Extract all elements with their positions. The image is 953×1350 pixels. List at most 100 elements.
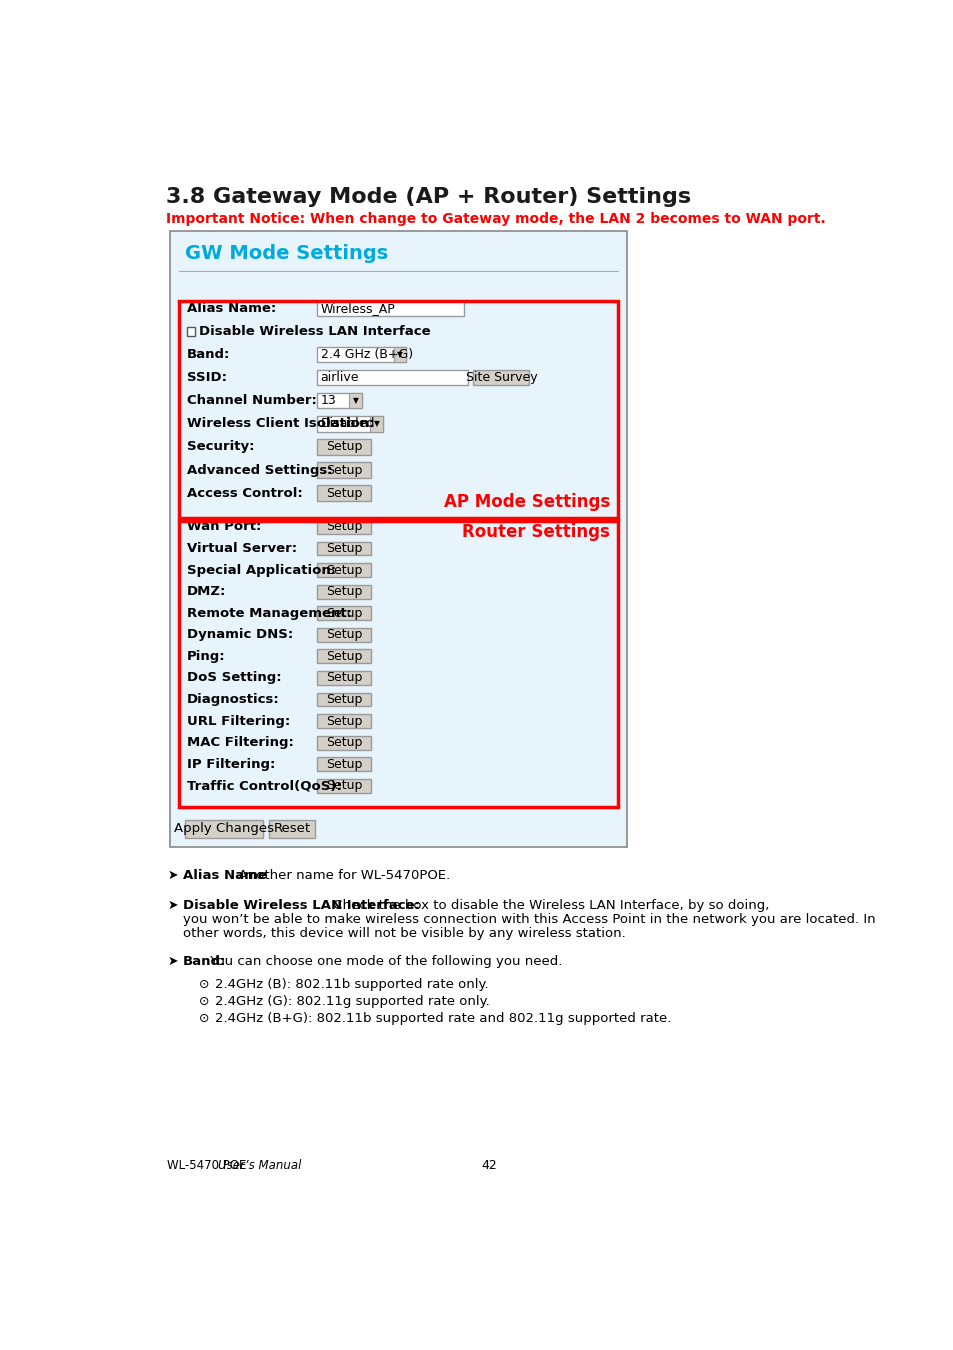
Text: Setup: Setup — [326, 463, 362, 477]
Text: Alias Name:: Alias Name: — [187, 302, 275, 315]
Text: Wan Port:: Wan Port: — [187, 521, 261, 533]
Bar — [316, 416, 382, 432]
FancyBboxPatch shape — [316, 693, 371, 706]
Text: 42: 42 — [480, 1160, 497, 1172]
FancyBboxPatch shape — [316, 520, 371, 533]
Text: : Another name for WL-5470POE.: : Another name for WL-5470POE. — [230, 869, 450, 882]
Text: 2.4GHz (G): 802.11g supported rate only.: 2.4GHz (G): 802.11g supported rate only. — [214, 995, 489, 1008]
Text: Disable Wireless LAN Interface:: Disable Wireless LAN Interface: — [183, 899, 419, 911]
Text: ▼: ▼ — [374, 420, 379, 428]
Text: User’s Manual: User’s Manual — [218, 1160, 301, 1172]
FancyBboxPatch shape — [316, 606, 371, 620]
Bar — [179, 301, 617, 518]
Text: WL-5470 POE: WL-5470 POE — [167, 1160, 250, 1172]
Text: Band:: Band: — [183, 954, 226, 968]
Text: Setup: Setup — [326, 628, 362, 641]
Text: SSID:: SSID: — [187, 371, 227, 385]
Text: ▼: ▼ — [353, 396, 358, 405]
Text: Reset: Reset — [274, 822, 311, 836]
Text: Setup: Setup — [326, 606, 362, 620]
Text: ⊙: ⊙ — [199, 1012, 210, 1025]
Text: Access Control:: Access Control: — [187, 486, 302, 500]
Text: Setup: Setup — [326, 671, 362, 684]
Text: IP Filtering:: IP Filtering: — [187, 757, 274, 771]
Text: Special Application:: Special Application: — [187, 563, 335, 576]
Text: Alias Name: Alias Name — [183, 869, 267, 882]
Text: Site Survey: Site Survey — [465, 371, 537, 385]
Text: other words, this device will not be visible by any wireless station.: other words, this device will not be vis… — [183, 926, 625, 940]
Text: 3.8 Gateway Mode (AP + Router) Settings: 3.8 Gateway Mode (AP + Router) Settings — [166, 186, 690, 207]
FancyBboxPatch shape — [316, 671, 371, 684]
Text: Disabled: Disabled — [320, 417, 375, 431]
Text: AP Mode Settings: AP Mode Settings — [443, 493, 609, 512]
Text: DMZ:: DMZ: — [187, 585, 226, 598]
Text: ➤: ➤ — [167, 954, 177, 968]
Text: Setup: Setup — [326, 757, 362, 771]
Text: Dynamic DNS:: Dynamic DNS: — [187, 628, 293, 641]
Text: MAC Filtering:: MAC Filtering: — [187, 736, 294, 749]
FancyBboxPatch shape — [269, 819, 315, 838]
FancyBboxPatch shape — [316, 649, 371, 663]
Text: GW Mode Settings: GW Mode Settings — [185, 243, 388, 263]
Text: Traffic Control(QoS):: Traffic Control(QoS): — [187, 779, 341, 792]
Bar — [316, 370, 468, 385]
Text: Check the box to disable the Wireless LAN Interface, by so doing,: Check the box to disable the Wireless LA… — [329, 899, 769, 911]
Text: Setup: Setup — [326, 649, 362, 663]
Text: ⊙: ⊙ — [199, 995, 210, 1008]
Text: 2.4GHz (B+G): 802.11b supported rate and 802.11g supported rate.: 2.4GHz (B+G): 802.11b supported rate and… — [214, 1012, 670, 1025]
FancyBboxPatch shape — [316, 541, 371, 555]
Bar — [179, 521, 617, 807]
Text: Setup: Setup — [326, 440, 362, 454]
FancyBboxPatch shape — [316, 736, 371, 749]
Text: Ping:: Ping: — [187, 649, 225, 663]
Text: Wireless Client Isolation:: Wireless Client Isolation: — [187, 417, 374, 431]
FancyBboxPatch shape — [316, 585, 371, 598]
Text: Band:: Band: — [187, 348, 230, 360]
FancyBboxPatch shape — [316, 714, 371, 728]
Text: URL Filtering:: URL Filtering: — [187, 714, 290, 728]
FancyBboxPatch shape — [316, 439, 371, 455]
Text: Setup: Setup — [326, 521, 362, 533]
Text: Important Notice: When change to Gateway mode, the LAN 2 becomes to WAN port.: Important Notice: When change to Gateway… — [166, 212, 824, 225]
Text: ▼: ▼ — [396, 350, 402, 359]
Bar — [370, 416, 382, 432]
Text: You can choose one mode of the following you need.: You can choose one mode of the following… — [206, 954, 562, 968]
FancyBboxPatch shape — [316, 486, 371, 501]
Text: Apply Changes: Apply Changes — [173, 822, 274, 836]
Bar — [394, 347, 406, 362]
Text: ⊙: ⊙ — [199, 979, 210, 991]
Text: DoS Setting:: DoS Setting: — [187, 671, 281, 684]
Text: Virtual Server:: Virtual Server: — [187, 543, 296, 555]
Text: 13: 13 — [320, 394, 336, 408]
Text: ➤: ➤ — [167, 869, 177, 882]
Bar — [316, 347, 406, 362]
Text: Setup: Setup — [326, 714, 362, 728]
FancyBboxPatch shape — [316, 462, 371, 478]
Text: Disable Wireless LAN Interface: Disable Wireless LAN Interface — [199, 325, 430, 338]
Text: ➤: ➤ — [167, 899, 177, 911]
Text: 2.4 GHz (B+G): 2.4 GHz (B+G) — [320, 348, 413, 360]
Bar — [170, 231, 626, 848]
Text: Setup: Setup — [326, 563, 362, 576]
FancyBboxPatch shape — [316, 563, 371, 576]
Text: Setup: Setup — [326, 543, 362, 555]
Text: Setup: Setup — [326, 736, 362, 749]
Bar — [316, 301, 464, 316]
Text: Wireless_AP: Wireless_AP — [320, 302, 395, 315]
FancyBboxPatch shape — [316, 757, 371, 771]
Text: Channel Number:: Channel Number: — [187, 394, 316, 408]
Text: you won’t be able to make wireless connection with this Access Point in the netw: you won’t be able to make wireless conne… — [183, 913, 875, 926]
Text: Advanced Settings:: Advanced Settings: — [187, 463, 332, 477]
Text: 2.4GHz (B): 802.11b supported rate only.: 2.4GHz (B): 802.11b supported rate only. — [214, 979, 488, 991]
Text: Setup: Setup — [326, 779, 362, 792]
Bar — [316, 393, 361, 409]
Bar — [349, 393, 361, 409]
Text: Setup: Setup — [326, 693, 362, 706]
Text: Diagnostics:: Diagnostics: — [187, 693, 279, 706]
Bar — [187, 327, 195, 336]
FancyBboxPatch shape — [473, 370, 529, 385]
FancyBboxPatch shape — [316, 779, 371, 792]
FancyBboxPatch shape — [316, 628, 371, 641]
Text: Setup: Setup — [326, 486, 362, 500]
Text: Setup: Setup — [326, 585, 362, 598]
